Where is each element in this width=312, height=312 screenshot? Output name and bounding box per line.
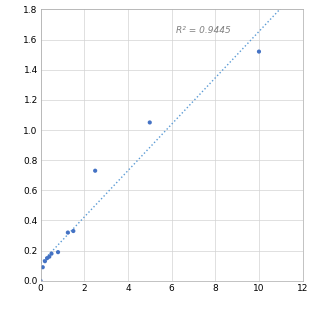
Point <box>147 120 152 125</box>
Point <box>42 259 47 264</box>
Point <box>56 250 61 255</box>
Point <box>45 256 50 261</box>
Point <box>40 265 45 270</box>
Point <box>93 168 98 173</box>
Point <box>66 230 71 235</box>
Point <box>49 251 54 256</box>
Point <box>38 278 43 283</box>
Text: R² = 0.9445: R² = 0.9445 <box>176 27 231 36</box>
Point <box>71 228 76 233</box>
Point <box>47 254 52 259</box>
Point <box>256 49 261 54</box>
